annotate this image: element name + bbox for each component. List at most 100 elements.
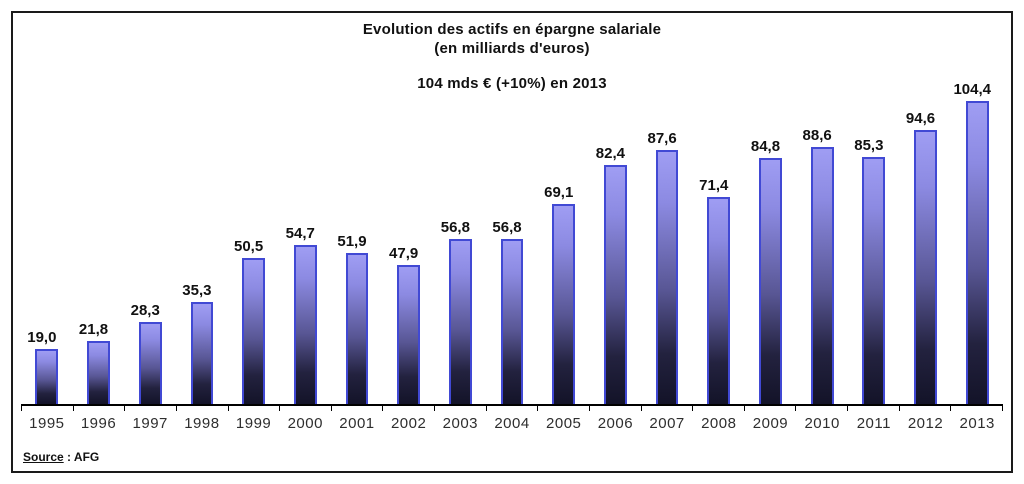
axis-tick — [590, 406, 642, 411]
axis-tick — [796, 406, 848, 411]
axis-tick — [435, 406, 487, 411]
bar-value-label: 104,4 — [953, 81, 991, 98]
bar-value-label: 85,3 — [854, 137, 884, 154]
bar — [655, 150, 679, 404]
bar-column: 47,9 — [383, 71, 435, 404]
x-axis-ticks — [21, 406, 1003, 411]
bar — [35, 349, 59, 404]
bar-value-label: 82,4 — [595, 145, 625, 162]
bar — [810, 147, 834, 404]
year-label: 1996 — [80, 414, 117, 432]
bar-value-label: 19,0 — [27, 329, 57, 346]
axis-tick — [125, 406, 177, 411]
bar-column: 94,6 — [900, 71, 952, 404]
bar-value-label: 87,6 — [647, 130, 677, 147]
year-label: 2006 — [597, 414, 634, 432]
bar-value-label: 35,3 — [182, 282, 212, 299]
plot-area: 19,0 21,8 28,3 35,3 50,5 54,7 51,9 47,9 56,8 56,8… — [21, 71, 1003, 406]
bar-column: 71,4 — [693, 71, 745, 404]
year-label: 2009 — [752, 414, 789, 432]
year-label: 2002 — [390, 414, 427, 432]
year-label: 2008 — [701, 414, 737, 432]
bar — [87, 341, 110, 404]
year-label: 1999 — [235, 414, 272, 432]
bar-value-label: 56,8 — [492, 219, 522, 236]
axis-tick — [538, 406, 590, 411]
axis-tick — [900, 406, 952, 411]
chart-area: 19,0 21,8 28,3 35,3 50,5 54,7 51,9 47,9 56,8 56,8… — [21, 71, 1003, 435]
bar-column: 69,1 — [538, 71, 590, 404]
axis-tick — [642, 406, 694, 411]
bar — [242, 258, 265, 404]
bar-column: 19,0 — [21, 71, 73, 404]
axis-tick — [745, 406, 797, 411]
bar-value-label: 56,8 — [440, 219, 470, 236]
x-axis-labels: 1995 1996 1997 1998 1999 2000 2001 2002 2003 2004… — [21, 411, 1003, 435]
bar-column: 87,6 — [641, 71, 693, 404]
bar-column: 51,9 — [331, 71, 383, 404]
year-label: 2007 — [649, 414, 685, 432]
year-label: 1995 — [29, 414, 65, 432]
bar-column: 28,3 — [124, 71, 176, 404]
year-label: 2003 — [442, 414, 479, 432]
bar — [190, 302, 214, 404]
bar — [500, 239, 524, 404]
year-label: 1997 — [132, 414, 168, 432]
source-label: Source — [23, 450, 64, 464]
year-label: 2001 — [339, 414, 375, 432]
year-label: 2005 — [546, 414, 582, 432]
bar-column: 85,3 — [848, 71, 900, 404]
bar-value-label: 21,8 — [78, 321, 109, 338]
bar — [914, 130, 937, 404]
bar-column: 54,7 — [279, 71, 331, 404]
year-label: 2000 — [287, 414, 323, 432]
year-label: 2013 — [959, 414, 995, 432]
axis-tick — [383, 406, 435, 411]
year-label: 2010 — [804, 414, 840, 432]
bar — [552, 204, 576, 404]
bar-value-label: 51,9 — [337, 233, 367, 250]
bar — [965, 101, 989, 404]
axis-tick — [74, 406, 126, 411]
year-label: 2011 — [856, 414, 891, 432]
bar-value-label: 54,7 — [285, 225, 315, 242]
chart-title-line2: (en milliards d'euros) — [434, 40, 590, 57]
chart-frame: Evolution des actifs en épargne salarial… — [11, 11, 1013, 473]
bar-column: 21,8 — [73, 71, 125, 404]
bar-column: 104,4 — [951, 71, 1003, 404]
bar-column: 56,8 — [435, 71, 487, 404]
axis-tick — [693, 406, 745, 411]
bar-column: 35,3 — [176, 71, 228, 404]
axis-tick — [21, 406, 74, 411]
bar — [397, 265, 421, 404]
bar-column: 84,8 — [745, 71, 797, 404]
source-note: Source : AFG — [23, 450, 99, 464]
bar — [138, 322, 162, 404]
year-label: 2004 — [494, 414, 530, 432]
chart-subtitle: 104 mds € (+10%) en 2013 — [417, 75, 607, 92]
axis-tick — [229, 406, 281, 411]
chart-titles: Evolution des actifs en épargne salarial… — [13, 20, 1011, 92]
bar-value-label: 88,6 — [802, 127, 832, 144]
bar-column: 56,8 — [486, 71, 538, 404]
axis-tick — [280, 406, 332, 411]
bar-value-label: 47,9 — [389, 245, 419, 262]
bar-value-label: 84,8 — [750, 138, 781, 155]
bar-column: 88,6 — [796, 71, 848, 404]
bar-value-label: 28,3 — [130, 302, 160, 319]
axis-tick — [177, 406, 229, 411]
bar — [345, 253, 369, 404]
bar-value-label: 50,5 — [233, 238, 264, 255]
bar — [448, 239, 472, 404]
year-label: 1998 — [184, 414, 220, 432]
bar — [759, 158, 782, 404]
year-label: 2012 — [907, 414, 944, 432]
bar — [604, 165, 627, 404]
axis-tick — [951, 406, 1003, 411]
axis-tick — [487, 406, 539, 411]
bar — [293, 245, 317, 404]
bar — [707, 197, 731, 404]
source-value: : AFG — [63, 450, 100, 464]
chart-title-line1: Evolution des actifs en épargne salarial… — [362, 21, 662, 38]
bar-value-label: 69,1 — [544, 184, 574, 201]
